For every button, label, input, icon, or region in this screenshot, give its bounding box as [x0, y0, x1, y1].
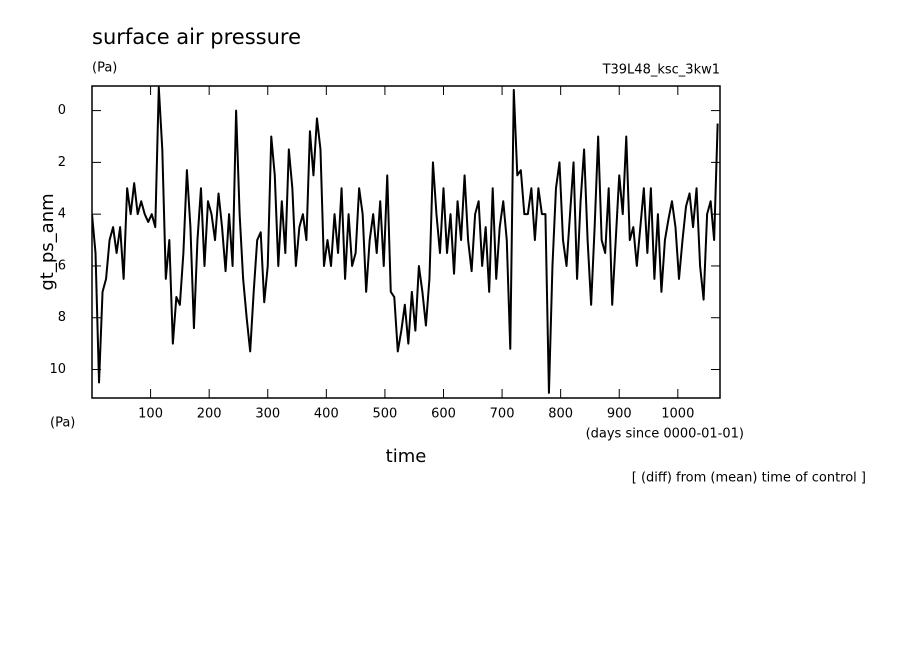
- x-tick-label: 400: [314, 407, 339, 422]
- x-tick-label: 700: [490, 407, 515, 422]
- x-axis-label: time: [386, 446, 427, 467]
- unit-top: (Pa): [92, 61, 117, 76]
- x-tick-label: 900: [607, 407, 632, 422]
- x-tick-label: 800: [548, 407, 573, 422]
- x-tick-label: 200: [197, 407, 222, 422]
- y-tick-label: 10: [49, 362, 66, 377]
- x-unit: (days since 0000-01-01): [586, 427, 744, 442]
- y-tick-label: 4: [58, 207, 66, 222]
- y-axis-label: gt_ps_anm: [37, 193, 58, 290]
- x-tick-label: 600: [431, 407, 456, 422]
- y-tick-label: 8: [58, 310, 66, 325]
- unit-bottom: (Pa): [50, 416, 75, 431]
- x-tick-label: 500: [372, 407, 397, 422]
- x-tick-label: 1000: [661, 407, 694, 422]
- note: [ (diff) from (mean) time of control ]: [632, 471, 866, 486]
- run-label: T39L48_ksc_3kw1: [602, 63, 720, 78]
- x-tick-label: 300: [255, 407, 280, 422]
- y-tick-label: 6: [58, 258, 66, 273]
- y-tick-label: 2: [58, 155, 66, 170]
- y-tick-label: 0: [58, 103, 66, 118]
- plot-frame: [91, 85, 721, 399]
- data-line: [92, 86, 719, 394]
- x-tick-label: 100: [138, 407, 163, 422]
- chart-title: surface air pressure: [92, 25, 301, 49]
